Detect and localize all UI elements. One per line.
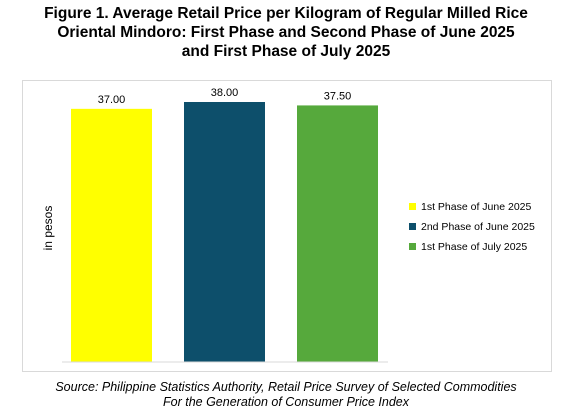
chart-title: Figure 1. Average Retail Price per Kilog… — [0, 4, 572, 61]
legend-swatch-1 — [409, 203, 416, 210]
legend-label-3: 1st Phase of July 2025 — [421, 241, 527, 253]
bar-1 — [71, 108, 152, 362]
data-label-1: 37.00 — [98, 94, 126, 106]
legend-label-2: 2nd Phase of June 2025 — [421, 221, 535, 233]
data-label-2: 38.00 — [211, 87, 239, 99]
legend-label-1: 1st Phase of June 2025 — [421, 201, 531, 213]
source-line-2: For the Generation of Consumer Price Ind… — [163, 395, 409, 409]
legend-swatch-3 — [409, 243, 416, 250]
data-label-3: 37.50 — [324, 90, 352, 102]
chart-title-line-2: Oriental Mindoro: First Phase and Second… — [57, 24, 515, 41]
source-note: Source: Philippine Statistics Authority,… — [0, 380, 572, 410]
chart-frame — [22, 80, 552, 372]
source-line-1: Source: Philippine Statistics Authority,… — [55, 380, 517, 394]
chart-title-line-3: and First Phase of July 2025 — [181, 43, 391, 60]
bar-2 — [184, 102, 265, 362]
bar-3 — [297, 105, 378, 362]
chart-title-line-1: Figure 1. Average Retail Price per Kilog… — [44, 5, 528, 22]
y-axis-label: in pesos — [41, 206, 55, 251]
legend-swatch-2 — [409, 223, 416, 230]
